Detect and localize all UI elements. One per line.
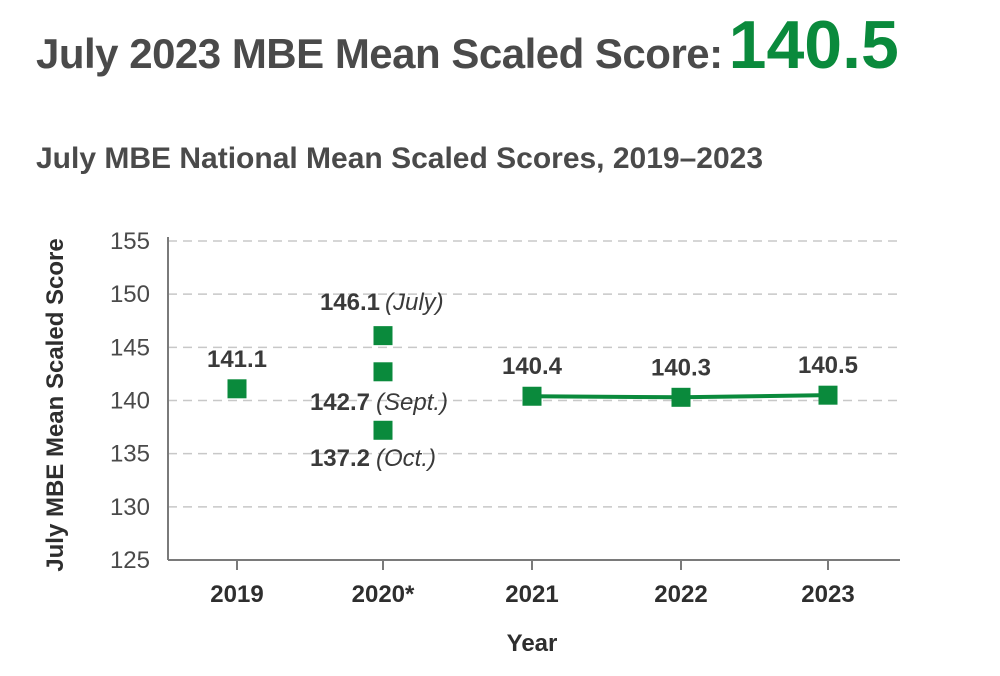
- chart-title: July MBE National Mean Scaled Scores, 20…: [36, 142, 764, 175]
- y-tick-label: 145: [110, 334, 150, 361]
- x-tick-label: 2019: [210, 581, 263, 608]
- y-tick-label: 130: [110, 494, 150, 521]
- data-label: 140.5: [798, 352, 858, 379]
- y-tick-label: 135: [110, 441, 150, 468]
- data-point-marker: [522, 386, 542, 406]
- data-point-marker: [373, 326, 393, 346]
- data-label: 140.3: [651, 354, 711, 381]
- data-label: 137.2: [310, 445, 370, 472]
- headline: July 2023 MBE Mean Scaled Score:140.5: [36, 6, 899, 84]
- headline-text: July 2023 MBE Mean Scaled Score:: [36, 30, 723, 77]
- data-label: 142.7: [310, 389, 370, 416]
- data-point-marker: [671, 387, 691, 407]
- x-axis-title: Year: [507, 630, 558, 657]
- headline-value: 140.5: [728, 7, 899, 83]
- y-tick-label: 125: [110, 547, 150, 574]
- data-label-note: (Sept.): [376, 389, 448, 416]
- data-label: 140.4: [502, 353, 563, 380]
- y-tick-label: 140: [110, 388, 150, 415]
- data-point-marker: [227, 379, 247, 399]
- x-tick-label: 2022: [654, 581, 707, 608]
- y-tick-label: 150: [110, 281, 150, 308]
- y-tick-label: 155: [110, 228, 150, 255]
- data-point-marker: [818, 385, 838, 405]
- data-label: 146.1: [320, 289, 380, 316]
- x-tick-label: 2021: [505, 581, 558, 608]
- data-label-note: (Oct.): [376, 445, 436, 472]
- data-point-marker: [373, 362, 393, 382]
- data-label-note: (July): [385, 289, 444, 316]
- data-point-marker: [373, 420, 393, 440]
- y-axis-title: July MBE Mean Scaled Score: [42, 238, 69, 571]
- data-label: 141.1: [207, 346, 267, 373]
- x-tick-label: 2023: [801, 581, 854, 608]
- x-tick-label: 2020*: [352, 581, 415, 608]
